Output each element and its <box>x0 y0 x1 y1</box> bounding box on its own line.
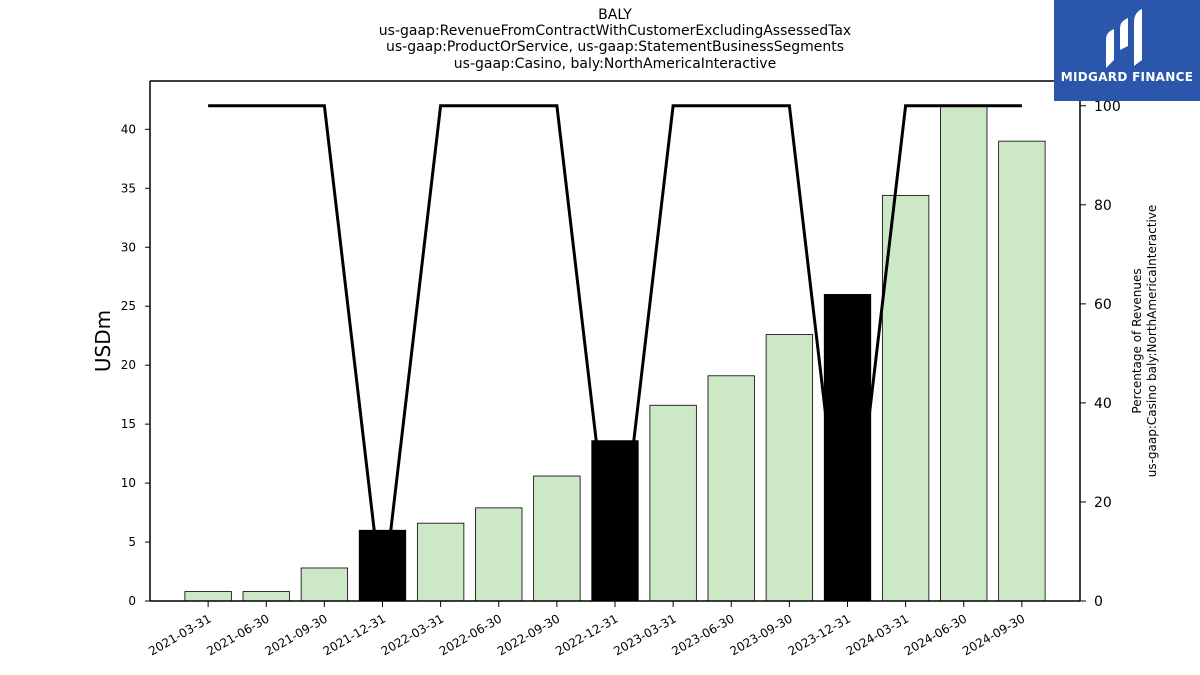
chart-title-line-4: us-gaap:Casino, baly:NorthAmericaInterac… <box>453 56 777 72</box>
bar-2021-09-30 <box>300 567 349 602</box>
y-tick-label: 20 <box>121 358 136 372</box>
chart-title-line-1: BALY <box>598 7 632 23</box>
x-tick-label: 2023-03-31 <box>611 611 678 658</box>
midgard-finance-logo: MIDGARD FINANCE <box>1054 0 1200 101</box>
chart-title-line-2: us-gaap:RevenueFromContractWithCustomerE… <box>378 23 852 39</box>
bar-2021-03-31 <box>184 591 232 602</box>
bar-2022-09-30 <box>533 475 581 602</box>
bar-2023-09-30 <box>765 334 814 602</box>
x-tick-label: 2024-03-31 <box>844 611 911 658</box>
x-tick-label: 2022-12-31 <box>553 611 620 658</box>
y-tick-label: 30 <box>121 240 136 254</box>
bar-2023-06-30 <box>707 375 755 602</box>
x-tick-label: 2024-06-30 <box>902 611 969 658</box>
y-tick-label: 10 <box>121 476 136 490</box>
bar-2021-06-30 <box>242 591 290 602</box>
bar-2024-03-31 <box>881 194 930 602</box>
bar-2024-09-30 <box>998 140 1046 602</box>
y-tick-label: 15 <box>121 417 136 431</box>
bar-2023-03-31 <box>649 404 697 602</box>
x-tick-label: 2023-12-31 <box>786 611 853 658</box>
y2-tick-label: 0 <box>1094 594 1103 610</box>
x-tick-label: 2023-09-30 <box>727 611 794 658</box>
x-tick-label: 2022-06-30 <box>437 611 504 658</box>
y-tick-label: 40 <box>121 122 136 136</box>
x-tick-label: 2022-03-31 <box>379 611 446 658</box>
bar-series <box>184 105 1046 602</box>
y2-tick-label: 40 <box>1094 396 1112 412</box>
y2-axis-label-line-1: Percentage of Revenues <box>1130 268 1144 413</box>
x-tick-label: 2021-03-31 <box>146 611 213 658</box>
x-tick-label: 2021-09-30 <box>262 611 329 658</box>
bar-2022-03-31 <box>416 522 465 602</box>
y-axis-label: USDm <box>91 310 115 372</box>
y2-tick-label: 80 <box>1094 198 1112 214</box>
x-tick-label: 2021-12-31 <box>321 611 388 658</box>
bar-2022-06-30 <box>475 507 523 602</box>
logo-text: MIDGARD FINANCE <box>1060 70 1194 84</box>
y-tick-label: 0 <box>128 594 136 608</box>
chart-title-line-3: us-gaap:ProductOrService, us-gaap:Statem… <box>385 39 844 55</box>
y2-tick-label: 100 <box>1094 99 1121 115</box>
x-tick-label: 2023-06-30 <box>669 611 736 658</box>
y-tick-label: 25 <box>121 299 136 313</box>
y-tick-label: 5 <box>128 535 136 549</box>
x-tick-label: 2022-09-30 <box>495 611 562 658</box>
y-tick-label: 35 <box>121 181 136 195</box>
logo-mark-icon <box>1106 9 1142 68</box>
y2-axis-label-line-2: us-gaap:Casino baly:NorthAmericaInteract… <box>1145 205 1159 478</box>
x-tick-label: 2021-06-30 <box>204 611 271 658</box>
x-tick-label: 2024-09-30 <box>960 611 1027 658</box>
y2-tick-label: 20 <box>1094 495 1112 511</box>
bar-2023-12-31 <box>823 294 872 602</box>
y2-tick-label: 60 <box>1094 297 1112 313</box>
bar-2024-06-30 <box>940 105 988 602</box>
